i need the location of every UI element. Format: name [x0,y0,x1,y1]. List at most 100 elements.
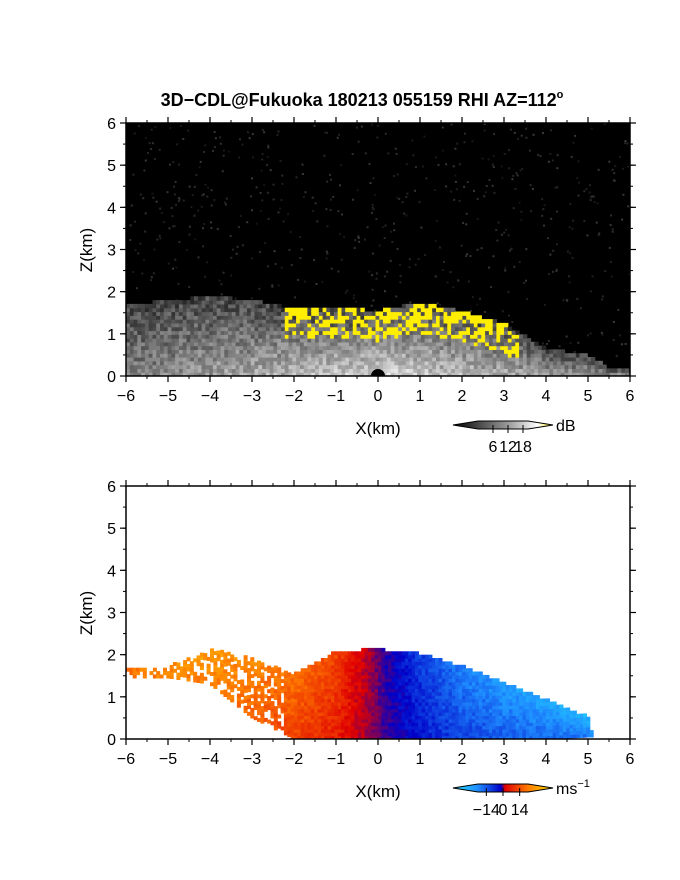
velocity-cell [297,725,302,730]
velocity-cell [193,675,198,680]
velocity-cell [317,708,322,713]
reflectivity-cell [439,307,445,313]
reflectivity-cell [568,372,573,376]
velocity-cell [512,728,517,733]
reflectivity-noise-cell [370,304,373,307]
velocity-cell [445,688,450,693]
velocity-cell [391,674,396,679]
reflectivity-cell [137,360,142,366]
reflectivity-cell [341,315,346,320]
velocity-cell [290,731,295,736]
reflectivity-noise-cell [546,237,549,240]
velocity-cell [314,705,319,710]
velocity-cell [310,671,315,676]
velocity-cell [485,728,490,733]
reflectivity-cell [333,353,339,358]
velocity-cell [378,698,382,703]
reflectivity-cell [318,322,324,328]
velocity-cell [300,695,305,700]
velocity-cell [253,689,258,694]
reflectivity-noise-cell [555,270,558,273]
velocity-cell [462,664,466,669]
velocity-cell [361,658,366,662]
velocity-cell [357,725,362,730]
velocity-cell [307,715,312,720]
velocity-cell [455,688,460,693]
reflectivity-cell [258,372,263,376]
velocity-cell [512,712,517,716]
reflectivity-cell [398,311,403,316]
velocity-cell [331,725,335,730]
reflectivity-cell [148,360,154,366]
velocity-cell [361,735,366,739]
reflectivity-cell [148,307,154,313]
velocity-cell [381,661,386,666]
reflectivity-cell [488,322,494,328]
velocity-cell [381,732,386,737]
reflectivity-cell [235,307,240,313]
reflectivity-cell [337,307,343,313]
velocity-cell [243,655,248,660]
reflectivity-cell [451,357,456,362]
reflectivity-cell [231,341,237,347]
reflectivity-cell [148,349,154,354]
reflectivity-noise-cell [204,144,207,147]
reflectivity-noise-cell [520,134,523,137]
reflectivity-cell [205,315,210,320]
reflectivity-noise-cell [372,208,375,211]
velocity-cell [415,654,419,659]
velocity-cell [267,706,272,711]
velocity-cell [482,691,487,696]
reflectivity-noise-cell [465,223,468,226]
velocity-cell [337,705,342,710]
reflectivity-ytick-label: 2 [107,285,116,302]
velocity-cell [351,725,356,730]
velocity-cell [226,672,231,676]
reflectivity-cell [383,311,388,316]
reflectivity-cell [462,330,467,335]
velocity-cell [418,725,423,730]
reflectivity-cell [231,353,237,358]
velocity-cell [324,701,329,706]
velocity-cell [475,718,480,723]
velocity-cell [367,728,372,733]
reflectivity-cell [148,311,154,316]
velocity-cell [374,678,379,683]
reflectivity-noise-cell [220,293,223,296]
reflectivity-noise-cell [569,342,572,345]
velocity-cell [549,725,554,730]
velocity-cell [401,708,406,713]
velocity-cell [408,678,413,683]
velocity-cell [468,688,473,693]
velocity-cell [364,722,369,727]
reflectivity-cell [288,372,293,376]
velocity-cell [499,732,503,737]
velocity-cell [367,651,372,656]
reflectivity-cell [247,360,252,366]
velocity-cell [425,681,429,686]
reflectivity-noise-cell [504,269,507,272]
velocity-cell [220,659,225,664]
velocity-cell [435,678,440,683]
reflectivity-cell [333,319,339,324]
reflectivity-cell [424,353,429,358]
velocity-cell [411,671,416,676]
velocity-cell [247,671,251,676]
reflectivity-cell [405,368,411,373]
reflectivity-cell [126,349,131,354]
reflectivity-cell [163,372,169,376]
reflectivity-cell [439,330,445,335]
velocity-cell [441,708,446,713]
velocity-cell [324,664,329,669]
reflectivity-cell [209,368,214,373]
reflectivity-cell [160,360,165,366]
reflectivity-cell [409,315,414,320]
velocity-cell [257,670,261,675]
velocity-cell [374,718,379,723]
reflectivity-cell [428,330,433,335]
reflectivity-cell [443,319,448,324]
reflectivity-cell [538,360,543,366]
reflectivity-cell [311,307,316,313]
reflectivity-cell [152,338,157,343]
velocity-cell [495,701,500,706]
